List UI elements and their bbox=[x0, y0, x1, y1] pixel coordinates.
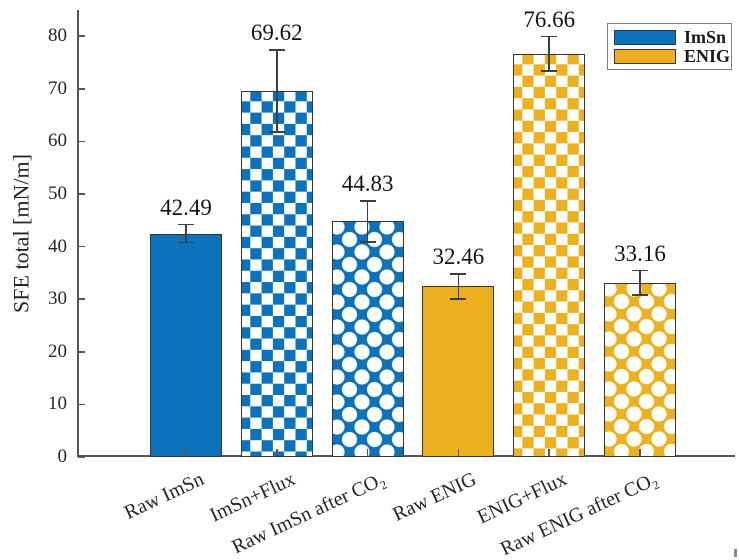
legend-swatch-imsn bbox=[614, 29, 676, 45]
error-bar-cap-top bbox=[359, 199, 376, 202]
y-axis-tick bbox=[78, 403, 85, 406]
caption-artifact bbox=[734, 549, 737, 557]
y-tick-label: 10 bbox=[48, 393, 67, 415]
y-tick-label: 70 bbox=[48, 77, 67, 99]
plot-area: 42.49 69.62 44.83 32.46 76.66 33.16 bbox=[77, 6, 735, 458]
error-bar-cap-bottom bbox=[178, 241, 194, 244]
x-axis-tick bbox=[457, 449, 460, 456]
bar-value-label: 33.16 bbox=[614, 240, 666, 266]
error-bar-cap-top bbox=[450, 272, 467, 275]
y-axis-tick bbox=[78, 351, 85, 353]
legend-label-imsn: ImSn bbox=[684, 27, 727, 47]
y-axis-tick bbox=[78, 298, 85, 301]
error-bar-line bbox=[639, 270, 641, 295]
error-bar-cap-top bbox=[268, 49, 285, 51]
y-tick-label: 20 bbox=[48, 340, 67, 362]
error-bar-line bbox=[275, 49, 278, 132]
legend-entry-enig: ENIG bbox=[614, 47, 730, 65]
y-axis-tick bbox=[78, 245, 85, 248]
x-axis-tick bbox=[185, 449, 187, 456]
bar-value-label: 44.83 bbox=[341, 170, 394, 196]
error-bar-cap-bottom bbox=[450, 298, 467, 300]
bar-raw-imsn bbox=[150, 233, 222, 457]
legend-swatch-enig bbox=[614, 48, 676, 64]
bar-enig-flux bbox=[513, 53, 586, 457]
x-axis-tick bbox=[548, 449, 550, 456]
y-tick-label: 40 bbox=[48, 235, 67, 257]
y-axis-title: SFE total [mN/m] bbox=[8, 154, 34, 313]
error-bar-line bbox=[548, 36, 551, 72]
legend-entry-imsn: ImSn bbox=[614, 27, 727, 47]
error-bar-cap-top bbox=[632, 269, 648, 272]
x-category-label-raw-imsn: Raw ImSn bbox=[120, 468, 208, 524]
y-tick-label: 80 bbox=[48, 25, 67, 47]
error-bar-line bbox=[457, 273, 460, 299]
y-axis-line bbox=[77, 10, 79, 457]
error-bar-line bbox=[366, 200, 369, 242]
bar-imsn-flux bbox=[240, 90, 313, 457]
error-bar-cap-bottom bbox=[359, 240, 376, 243]
error-bar-cap-top bbox=[541, 35, 558, 38]
x-category-label-raw-enig: Raw ENIG bbox=[389, 468, 480, 526]
y-axis-tick bbox=[78, 35, 85, 38]
y-axis-tick bbox=[78, 88, 85, 90]
error-bar-cap-bottom bbox=[268, 131, 285, 133]
error-bar-cap-bottom bbox=[632, 293, 648, 296]
x-axis-tick bbox=[276, 449, 278, 456]
x-category-label-raw-enig-after-co: Raw ENIG after CO₂ bbox=[497, 468, 662, 560]
x-category-label-raw-imsn-after-co: Raw ImSn after CO₂ bbox=[228, 468, 389, 559]
y-tick-label: 50 bbox=[48, 183, 67, 205]
y-axis-tick bbox=[78, 140, 85, 143]
x-axis-tick bbox=[366, 449, 369, 456]
bar-raw-enig-after-co bbox=[604, 282, 676, 457]
bar-raw-imsn-after-co bbox=[331, 221, 404, 457]
error-bar-line bbox=[185, 224, 187, 243]
y-tick-label: 0 bbox=[57, 446, 68, 467]
y-tick-label: 60 bbox=[48, 130, 67, 152]
y-tick-label: 30 bbox=[48, 288, 67, 310]
legend-label-enig: ENIG bbox=[684, 46, 731, 66]
y-axis-tick bbox=[78, 456, 85, 458]
bar-raw-enig bbox=[422, 286, 495, 457]
bar-value-label: 42.49 bbox=[160, 194, 212, 220]
x-axis-line bbox=[77, 455, 735, 457]
bar-value-label: 32.46 bbox=[432, 243, 485, 269]
error-bar-cap-bottom bbox=[541, 70, 558, 73]
bar-value-label: 76.66 bbox=[523, 6, 576, 32]
bar-value-label: 69.62 bbox=[250, 19, 303, 45]
error-bar-cap-top bbox=[178, 223, 194, 226]
legend: ImSn ENIG bbox=[607, 23, 732, 70]
x-axis-tick bbox=[639, 449, 641, 456]
y-axis-tick bbox=[78, 193, 85, 195]
